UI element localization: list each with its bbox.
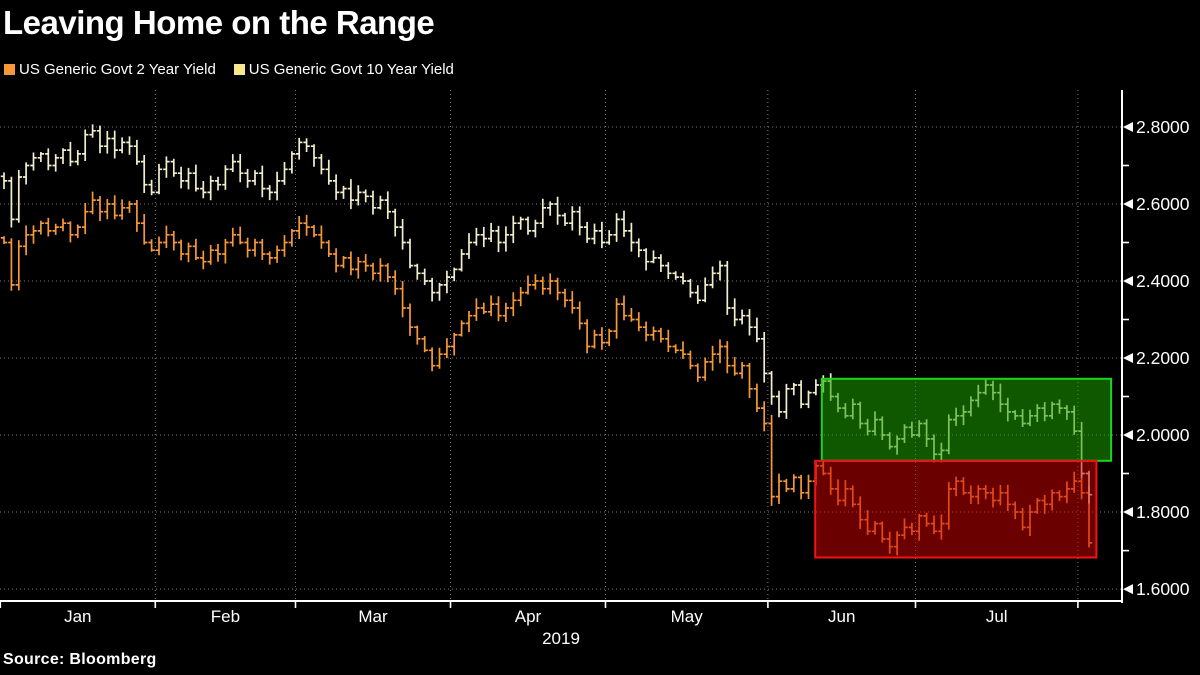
year-label: 2019	[542, 629, 580, 648]
legend-item-2yr: US Generic Govt 2 Year Yield	[4, 61, 216, 78]
y-axis-label: 2.0000	[1136, 425, 1190, 445]
y-axis-label: 2.2000	[1136, 348, 1190, 368]
month-label: May	[671, 607, 704, 626]
chart-legend: US Generic Govt 2 Year Yield US Generic …	[4, 61, 454, 78]
month-label: Jun	[828, 607, 855, 626]
legend-swatch-10yr-icon	[233, 64, 245, 75]
lower-range-box-fill	[815, 460, 1097, 558]
y-axis-label: 2.4000	[1136, 271, 1190, 291]
y-axis-label: 1.8000	[1136, 502, 1190, 522]
legend-swatch-2yr-icon	[4, 64, 15, 75]
month-label: Feb	[211, 607, 240, 626]
y-axis-label: 2.8000	[1136, 117, 1190, 137]
month-label: Jan	[64, 607, 91, 626]
y-axis-labels: 2.8000 2.6000 2.4000 2.2000 2.0000 1.8000 1.60…	[1123, 117, 1190, 599]
month-label: Mar	[358, 607, 388, 626]
chart-title: Leaving Home on the Range	[3, 4, 435, 41]
upper-range-box-fill	[821, 378, 1112, 461]
axes	[0, 90, 1129, 608]
legend-label-2yr: US Generic Govt 2 Year Yield	[19, 61, 216, 78]
legend-item-10yr: US Generic Govt 10 Year Yield	[233, 61, 454, 78]
gridlines	[0, 90, 1122, 601]
source-credit: Source: Bloomberg	[3, 651, 157, 668]
y-axis-label: 1.6000	[1136, 579, 1190, 599]
legend-label-10yr: US Generic Govt 10 Year Yield	[248, 61, 454, 78]
month-label: Jul	[986, 607, 1008, 626]
x-axis-labels: Jan Feb Mar Apr May Jun Jul 2019	[64, 607, 1007, 648]
lower-range-box-border	[814, 459, 1098, 559]
month-label: Apr	[515, 607, 542, 626]
y-axis-label: 2.6000	[1136, 194, 1190, 214]
